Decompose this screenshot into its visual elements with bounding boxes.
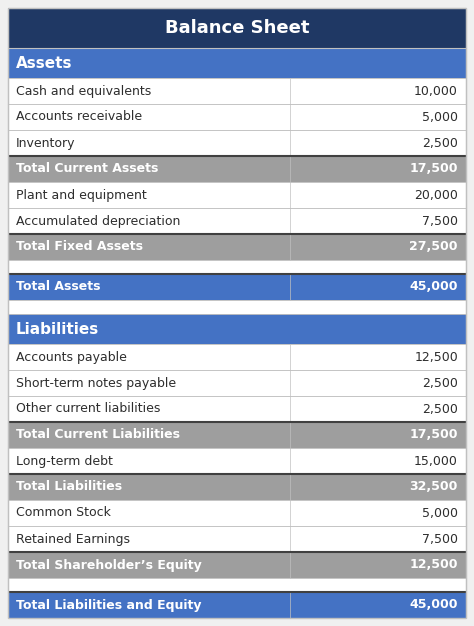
Bar [8,130,466,156]
Bar [8,8,466,48]
Text: 2,500: 2,500 [422,376,458,389]
Bar [8,448,466,474]
Text: 27,500: 27,500 [410,240,458,254]
Text: 45,000: 45,000 [410,280,458,294]
Text: Short-term notes payable: Short-term notes payable [16,376,176,389]
Text: 5,000: 5,000 [422,506,458,520]
Bar [8,234,466,260]
Bar [8,274,466,300]
Text: 20,000: 20,000 [414,188,458,202]
Text: Balance Sheet: Balance Sheet [165,19,309,37]
Text: Total Shareholder’s Equity: Total Shareholder’s Equity [16,558,202,572]
Bar [8,182,466,208]
Bar [8,156,466,182]
Text: Cash and equivalents: Cash and equivalents [16,85,151,98]
Text: Inventory: Inventory [16,136,75,150]
Text: 5,000: 5,000 [422,111,458,123]
Bar [8,314,466,344]
Text: Other current liabilities: Other current liabilities [16,403,160,416]
Text: 12,500: 12,500 [410,558,458,572]
Bar [8,78,466,104]
Bar [8,500,466,526]
Text: Total Current Assets: Total Current Assets [16,163,158,175]
Text: 7,500: 7,500 [422,533,458,545]
Bar [8,396,466,422]
Text: 17,500: 17,500 [410,429,458,441]
Text: Assets: Assets [16,56,73,71]
Text: 45,000: 45,000 [410,598,458,612]
Bar [8,552,466,578]
Bar [8,592,466,618]
Text: 12,500: 12,500 [414,351,458,364]
Text: 17,500: 17,500 [410,163,458,175]
Text: 32,500: 32,500 [410,481,458,493]
Text: Long-term debt: Long-term debt [16,454,113,468]
Text: 10,000: 10,000 [414,85,458,98]
Text: Total Liabilities and Equity: Total Liabilities and Equity [16,598,201,612]
Text: Retained Earnings: Retained Earnings [16,533,130,545]
Text: Total Liabilities: Total Liabilities [16,481,122,493]
Bar [8,422,466,448]
Bar [8,300,466,314]
Text: Liabilities: Liabilities [16,322,99,337]
Bar [8,474,466,500]
Text: Common Stock: Common Stock [16,506,111,520]
Bar [8,208,466,234]
Text: 2,500: 2,500 [422,403,458,416]
Text: Total Current Liabilities: Total Current Liabilities [16,429,180,441]
Text: 15,000: 15,000 [414,454,458,468]
Bar [8,370,466,396]
Bar [8,526,466,552]
Text: Accumulated depreciation: Accumulated depreciation [16,215,181,227]
Text: 7,500: 7,500 [422,215,458,227]
Text: Accounts receivable: Accounts receivable [16,111,142,123]
Text: 2,500: 2,500 [422,136,458,150]
Text: Accounts payable: Accounts payable [16,351,127,364]
Bar [8,48,466,78]
Text: Total Assets: Total Assets [16,280,100,294]
Text: Total Fixed Assets: Total Fixed Assets [16,240,143,254]
Bar [8,344,466,370]
Bar [8,104,466,130]
Bar [8,578,466,592]
Text: Plant and equipment: Plant and equipment [16,188,147,202]
Bar [8,260,466,274]
